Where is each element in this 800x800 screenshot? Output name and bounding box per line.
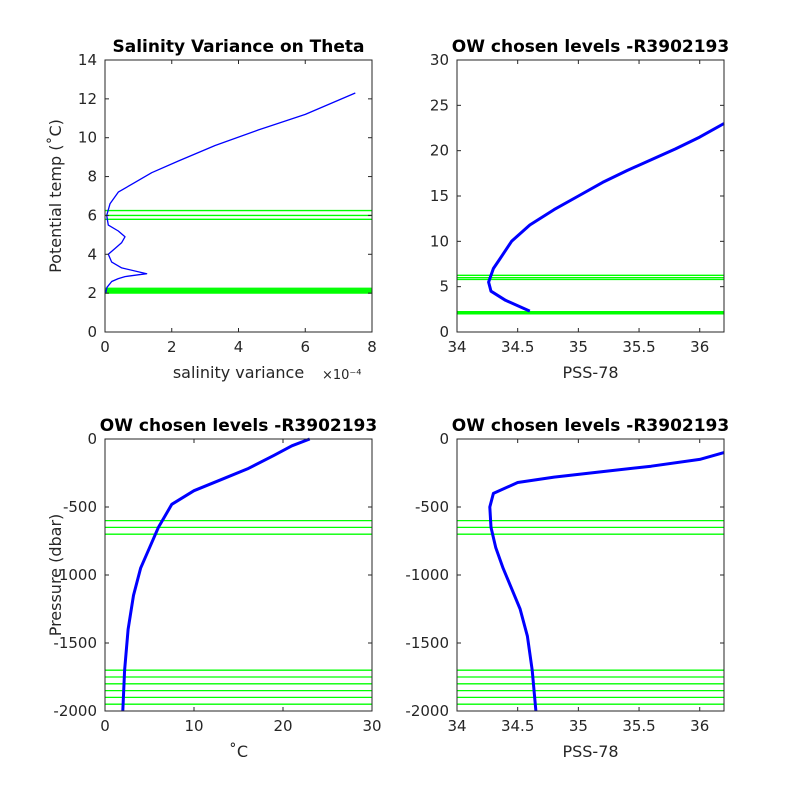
x-tick-label: 35.5 xyxy=(622,338,655,356)
axes-frame xyxy=(456,59,725,333)
y-tick-label: 15 xyxy=(430,187,449,205)
series-line xyxy=(488,451,725,712)
x-tick-label: 6 xyxy=(300,338,310,356)
x-tick-label: 20 xyxy=(273,717,292,735)
x-tick-label: 34.5 xyxy=(501,338,534,356)
y-tick-label: -1000 xyxy=(405,566,449,584)
y-tick-label: 5 xyxy=(439,278,449,296)
y-tick-label: 0 xyxy=(439,430,449,448)
y-tick-label: 2 xyxy=(87,284,97,302)
x-tick-label: 8 xyxy=(367,338,377,356)
y-axis-label: Pressure (dbar) xyxy=(46,514,65,637)
y-tick-label: -500 xyxy=(63,498,97,516)
y-tick-label: -1000 xyxy=(53,566,97,584)
plot-title: OW chosen levels -R3902193 xyxy=(100,416,377,436)
y-tick-label: 14 xyxy=(78,51,97,69)
plot-title: Salinity Variance on Theta xyxy=(113,37,365,57)
x-tick-label: 10 xyxy=(184,717,203,735)
x-tick-label: 34 xyxy=(447,717,466,735)
series-line xyxy=(487,122,725,313)
y-tick-label: 6 xyxy=(87,206,97,224)
y-tick-label: 4 xyxy=(87,245,97,263)
plot-title: OW chosen levels -R3902193 xyxy=(452,416,729,436)
subplot-4: 34 34.5 35 35.5 36 -2000 -1500 -1000 -500 0OW cho… xyxy=(405,416,729,761)
x-axis-label: PSS-78 xyxy=(562,363,618,382)
x-axis-label: PSS-78 xyxy=(562,742,618,761)
y-tick-label: 8 xyxy=(87,168,97,186)
x-tick-label: 2 xyxy=(167,338,177,356)
y-tick-label: -1500 xyxy=(405,634,449,652)
subplot-1: 0 2 4 6 8 0 2 4 6 8 10 12 14 Salinity Variance on The… xyxy=(46,37,377,383)
y-tick-label: 12 xyxy=(78,90,97,108)
x-tick-label: 35 xyxy=(569,717,588,735)
y-tick-label: -2000 xyxy=(405,702,449,720)
y-tick-label: -500 xyxy=(415,498,449,516)
x-axis-label: ˚C xyxy=(229,742,248,761)
y-tick-label: 20 xyxy=(430,142,449,160)
x-tick-label: 35.5 xyxy=(622,717,655,735)
x-tick-label: 34 xyxy=(447,338,466,356)
series-line xyxy=(105,92,356,294)
y-tick-label: 0 xyxy=(439,323,449,341)
y-tick-label: 0 xyxy=(87,323,97,341)
y-tick-label: -2000 xyxy=(53,702,97,720)
x-axis-label: salinity variance xyxy=(173,363,304,382)
y-tick-label: -1500 xyxy=(53,634,97,652)
x-tick-label: 0 xyxy=(100,717,110,735)
x-tick-label: 4 xyxy=(234,338,244,356)
x-axis-multiplier: ×10⁻⁴ xyxy=(322,368,362,383)
plot-title: OW chosen levels -R3902193 xyxy=(452,37,729,57)
y-tick-label: 30 xyxy=(430,51,449,69)
series-line xyxy=(121,437,311,712)
y-tick-label: 25 xyxy=(430,96,449,114)
x-tick-label: 36 xyxy=(690,338,709,356)
x-tick-label: 35 xyxy=(569,338,588,356)
y-axis-label: Potential temp (˚C) xyxy=(46,119,65,273)
x-tick-label: 0 xyxy=(100,338,110,356)
y-tick-label: 10 xyxy=(78,129,97,147)
y-tick-label: 10 xyxy=(430,232,449,250)
y-tick-label: 0 xyxy=(87,430,97,448)
x-tick-label: 30 xyxy=(362,717,381,735)
x-tick-label: 34.5 xyxy=(501,717,534,735)
x-tick-label: 36 xyxy=(690,717,709,735)
